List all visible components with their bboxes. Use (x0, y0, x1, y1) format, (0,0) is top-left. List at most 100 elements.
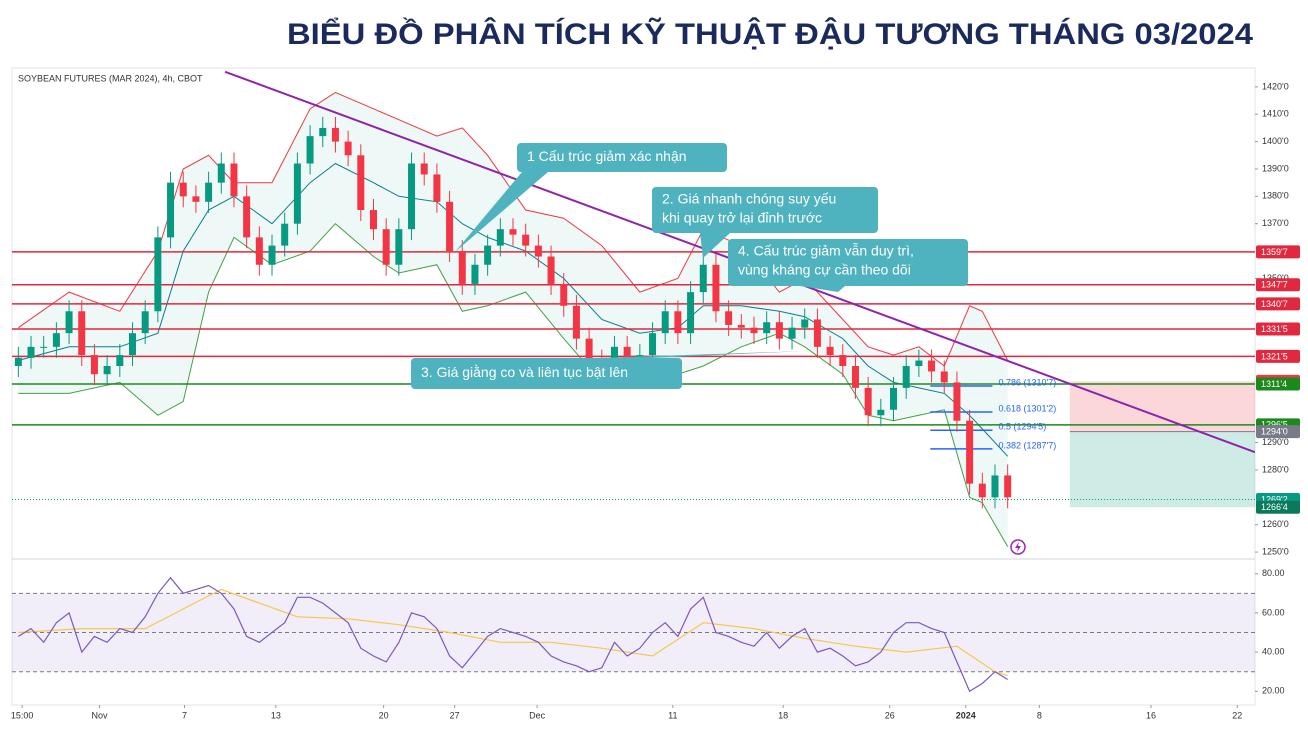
candle-body (344, 141, 352, 156)
fib-label: 0.786 (1310'7) (998, 377, 1056, 387)
candle-body (293, 163, 301, 224)
x-tick-label: 13 (271, 710, 281, 720)
candle-body (369, 210, 377, 230)
level-label: 1331'5 (1261, 324, 1288, 334)
y-tick-label: 1380'0 (1262, 191, 1289, 201)
candle-body (14, 357, 22, 366)
callout-text: 4. Cấu trúc giảm vẫn duy trì, (738, 243, 914, 259)
candle-body (306, 136, 314, 164)
level-label: 1321'5 (1261, 351, 1288, 361)
x-tick-label: 20 (379, 710, 389, 720)
candle-body (40, 346, 48, 348)
callout-box (728, 239, 968, 286)
candle-body (813, 319, 821, 347)
y-tick-label: 1250'0 (1262, 546, 1289, 556)
x-tick-label: Dec (529, 710, 546, 720)
candle-body (763, 322, 771, 334)
candle-body (484, 245, 492, 265)
overlay: 0.786 (1310'7) 0.618 (1301'2) 0.5 (1294'5)… (411, 81, 1300, 556)
level-tag (1256, 349, 1300, 363)
callout-text: 3. Giá giằng co và liên tục bật lên (421, 364, 628, 380)
candle-body (27, 346, 35, 358)
callout-text: vùng kháng cự cần theo dõi (738, 262, 911, 278)
rsi-tick-label: 40.00 (1262, 646, 1285, 656)
y-tick-label: 1410'0 (1262, 109, 1289, 119)
candle-body (623, 346, 631, 361)
candle-body (205, 182, 213, 202)
candle-body (661, 311, 669, 334)
level-label: 1296'5 (1261, 420, 1288, 430)
candle-body (230, 163, 238, 197)
candle-body (90, 355, 98, 375)
stop-zone (1069, 381, 1255, 432)
candle-body (522, 234, 530, 246)
candle-body (167, 182, 175, 238)
candle-body (116, 355, 124, 366)
x-tick-label: 7 (182, 710, 187, 720)
x-tick-label: 8 (1037, 710, 1042, 720)
candle-body (217, 163, 225, 183)
level-label: 1269'2 (1261, 494, 1288, 504)
candle-body (52, 333, 60, 347)
candle-body (826, 346, 834, 356)
candle-body (610, 346, 618, 366)
rsi-tick-label: 20.00 (1262, 686, 1285, 696)
chart-title: BIỂU ĐỒ PHÂN TÍCH KỸ THUẬT ĐẬU TƯƠNG THÁ… (287, 17, 1253, 51)
level-tag (1256, 425, 1300, 439)
candle-body (65, 311, 73, 334)
candle-body (243, 196, 251, 238)
y-tick-label: 1290'0 (1262, 437, 1289, 447)
candle-body (382, 229, 390, 265)
x-tick-label: 2024 (956, 710, 976, 720)
candle-body (750, 327, 758, 334)
callout-text: 2. Giá nhanh chóng suy yếu (662, 191, 836, 207)
candle-body (839, 355, 847, 366)
level-tag (1256, 322, 1300, 336)
y-tick-label: 1370'0 (1262, 218, 1289, 228)
candle-body (966, 420, 974, 484)
candle-body (915, 360, 923, 366)
level-tag (1256, 500, 1300, 514)
bollinger-upper (18, 91, 1009, 367)
callout-pointer (600, 351, 805, 358)
x-tick-label: Nov (92, 710, 109, 720)
rsi-tick-label: 60.00 (1262, 607, 1285, 617)
fib-label: 0.618 (1301'2) (998, 403, 1056, 413)
candle-body (154, 237, 162, 312)
y-tick-label: 1260'0 (1262, 519, 1289, 529)
candle-body (560, 283, 568, 306)
y-tick-label: 1350'0 (1262, 273, 1289, 283)
candle-body (928, 360, 936, 372)
candle-body (801, 319, 809, 328)
candle-body (255, 237, 263, 265)
y-tick-label: 1420'0 (1262, 81, 1289, 91)
level-tag (1256, 297, 1300, 311)
x-tick-label: 15:00 (11, 710, 34, 720)
callout-pointer (800, 286, 845, 292)
rsi-band (12, 593, 1255, 672)
candle-body (775, 322, 783, 339)
bollinger-lower (18, 223, 1009, 547)
callout-box (652, 187, 878, 233)
candle-body (103, 365, 111, 375)
candle-body (420, 163, 428, 175)
x-tick-label: 18 (778, 710, 788, 720)
level-tag (1256, 377, 1300, 391)
callout-pointer (700, 233, 730, 258)
callout-box (411, 358, 682, 389)
candle-body (547, 256, 555, 284)
candle-body (1004, 475, 1012, 498)
y-tick-label: 1400'0 (1262, 136, 1289, 146)
symbol-label: SOYBEAN FUTURES (MAR 2024), 4h, CBOT (18, 73, 203, 83)
level-label: 1266'4 (1261, 502, 1288, 512)
candle-body (179, 182, 187, 197)
candle-body (128, 333, 136, 356)
candle-body (534, 245, 542, 257)
rsi-line (17, 576, 1009, 693)
candle-body (953, 382, 961, 421)
candle-body (940, 371, 948, 383)
rsi-tick-label: 80.00 (1262, 568, 1285, 578)
alert-icon (1010, 539, 1026, 555)
